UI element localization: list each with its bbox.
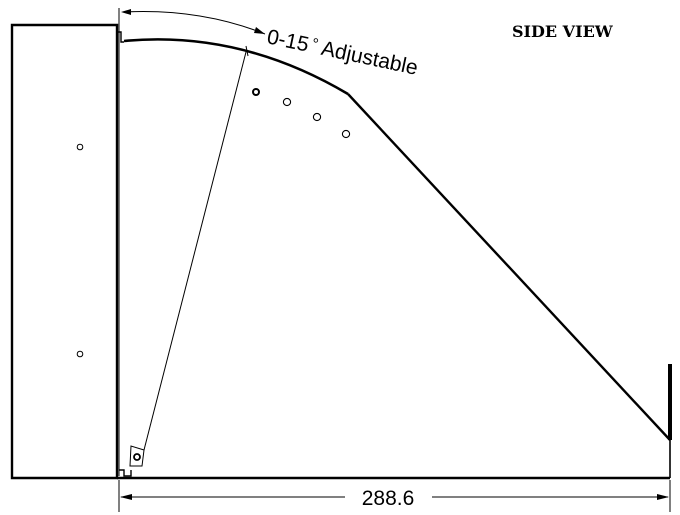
housing-profile	[117, 38, 672, 480]
angle-arc-arrowhead-left	[121, 9, 131, 15]
adjustment-hole-3	[312, 112, 322, 122]
angle-arc	[122, 10, 266, 35]
dim-arrowhead-left	[120, 494, 132, 500]
dim-arrowhead-right	[657, 494, 669, 500]
tilt-arm	[129, 45, 249, 467]
top-hinge-notch	[117, 31, 124, 43]
pivot-bracket	[129, 445, 145, 467]
back-panel	[10, 23, 119, 480]
angle-arc-arrowhead-right	[254, 27, 265, 34]
adjustment-holes	[252, 88, 351, 139]
housing-slope	[347, 93, 671, 441]
angle-annotation: 0-15°Adjustable	[118, 8, 420, 80]
adjustable-label: Adjustable	[319, 37, 420, 80]
degree-symbol: °	[310, 36, 320, 54]
pivot-hole	[133, 453, 141, 461]
tilt-arm-line	[143, 51, 247, 451]
adjustment-hole-4	[341, 129, 351, 139]
housing-top-arc	[123, 38, 349, 96]
width-dimension: 288.6	[118, 480, 671, 512]
adjustment-hole-1	[252, 88, 260, 96]
tilt-arm-top-line	[245, 45, 249, 57]
mounting-hole-lower	[76, 350, 84, 358]
dimension-value: 288.6	[362, 487, 415, 510]
angle-label: 0-15°Adjustable	[265, 25, 420, 79]
mounting-hole-upper	[76, 143, 84, 151]
adjustment-hole-2	[282, 97, 292, 107]
bottom-hinge-notch	[119, 469, 132, 477]
hinge-detail	[117, 28, 132, 477]
angle-value: 0-15	[265, 25, 311, 56]
view-title: SIDE VIEW	[512, 22, 614, 41]
back-panel-outline	[10, 23, 119, 480]
